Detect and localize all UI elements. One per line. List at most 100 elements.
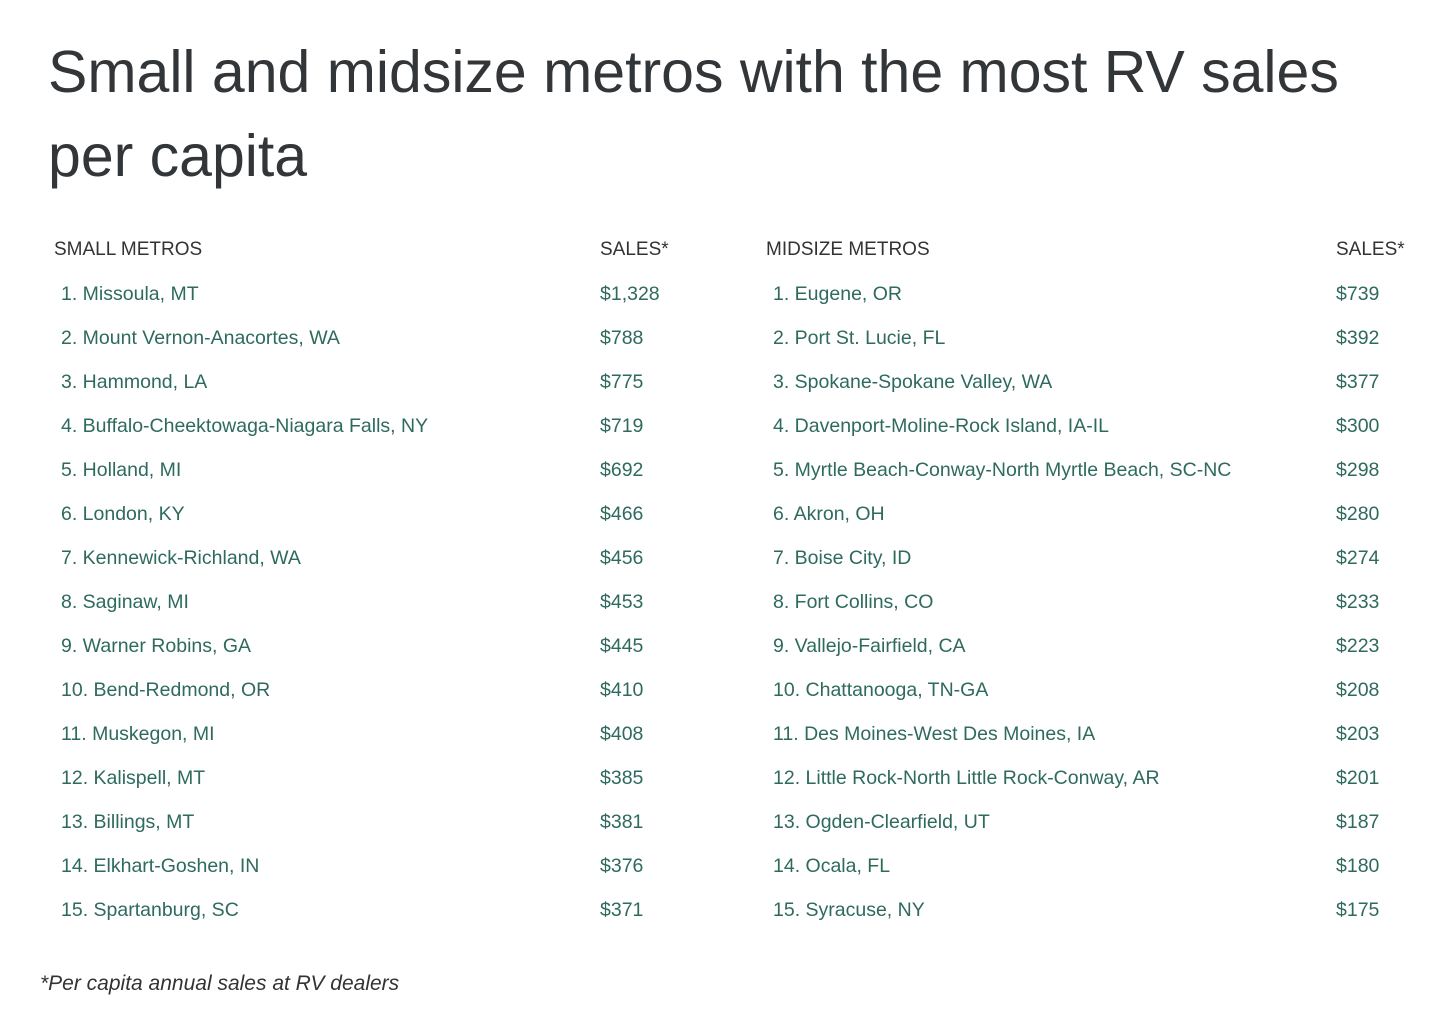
table-row: 8. Fort Collins, CO $233 [766,580,1446,624]
metro-sales: $180 [1336,855,1380,877]
table-row: 2. Mount Vernon-Anacortes, WA $788 [54,316,694,360]
table-row: 12. Little Rock-North Little Rock-Conway… [766,756,1446,800]
metro-sales: $385 [600,767,644,789]
table-row: 13. Billings, MT $381 [54,800,694,844]
small-metros-rows: 1. Missoula, MT $1,328 2. Mount Vernon-Ana… [54,272,694,932]
midsize-metros-sales-header: SALES* [1336,239,1405,260]
table-row: 7. Kennewick-Richland, WA $456 [54,536,694,580]
metro-sales: $371 [600,899,644,921]
metro-sales: $466 [600,503,644,525]
metro-sales: $274 [1336,547,1380,569]
table-row: 8. Saginaw, MI $453 [54,580,694,624]
metro-name: 1. Eugene, OR [773,283,902,305]
metro-sales: $381 [600,811,644,833]
table-row: 4. Davenport-Moline-Rock Island, IA-IL $3… [766,404,1446,448]
metro-sales: $376 [600,855,644,877]
table-row: 3. Spokane-Spokane Valley, WA $377 [766,360,1446,404]
metro-sales: $377 [1336,371,1380,393]
table-row: 9. Vallejo-Fairfield, CA $223 [766,624,1446,668]
table-row: 15. Spartanburg, SC $371 [54,888,694,932]
metro-name: 5. Holland, MI [61,459,182,481]
table-row: 3. Hammond, LA $775 [54,360,694,404]
table-row: 5. Holland, MI $692 [54,448,694,492]
metro-sales: $300 [1336,415,1380,437]
metro-name: 5. Myrtle Beach-Conway-North Myrtle Beac… [773,459,1232,481]
table-row: 10. Bend-Redmond, OR $410 [54,668,694,712]
metro-sales: $392 [1336,327,1380,349]
metro-name: 6. Akron, OH [773,503,885,525]
metro-name: 13. Billings, MT [61,811,195,833]
metro-name: 15. Spartanburg, SC [61,899,239,921]
metro-name: 8. Saginaw, MI [61,591,189,613]
table-row: 10. Chattanooga, TN-GA $208 [766,668,1446,712]
metro-sales: $410 [600,679,644,701]
metro-sales: $692 [600,459,644,481]
table-row: 5. Myrtle Beach-Conway-North Myrtle Beac… [766,448,1446,492]
metro-name: 11. Muskegon, MI [61,723,215,745]
metro-name: 14. Elkhart-Goshen, IN [61,855,260,877]
midsize-metros-header-label: MIDSIZE METROS [766,239,930,260]
metro-sales: $408 [600,723,644,745]
metro-name: 14. Ocala, FL [773,855,891,877]
table-row: 1. Missoula, MT $1,328 [54,272,694,316]
metro-sales: $175 [1336,899,1380,921]
metro-sales: $775 [600,371,644,393]
metro-name: 11. Des Moines-West Des Moines, IA [773,723,1096,745]
metro-sales: $208 [1336,679,1380,701]
metro-sales: $298 [1336,459,1380,481]
metro-name: 3. Spokane-Spokane Valley, WA [773,371,1053,393]
metro-sales: $280 [1336,503,1380,525]
table-row: 14. Ocala, FL $180 [766,844,1446,888]
metro-name: 8. Fort Collins, CO [773,591,934,613]
table-row: 4. Buffalo-Cheektowaga-Niagara Falls, NY… [54,404,694,448]
metro-name: 7. Boise City, ID [773,547,912,569]
metro-name: 10. Bend-Redmond, OR [61,679,271,701]
metro-name: 1. Missoula, MT [61,283,199,305]
metro-sales: $201 [1336,767,1380,789]
metro-name: 2. Port St. Lucie, FL [773,327,946,349]
table-row: 12. Kalispell, MT $385 [54,756,694,800]
table-row: 11. Des Moines-West Des Moines, IA $203 [766,712,1446,756]
metro-sales: $223 [1336,635,1380,657]
small-metros-header: SMALL METROS SALES* [54,228,694,272]
metro-sales: $788 [600,327,644,349]
metro-name: 4. Davenport-Moline-Rock Island, IA-IL [773,415,1109,437]
footnote: *Per capita annual sales at RV dealers [40,972,400,995]
metro-name: 2. Mount Vernon-Anacortes, WA [61,327,340,349]
metro-sales: $719 [600,415,644,437]
metro-sales: $445 [600,635,644,657]
small-metros-header-label: SMALL METROS [54,239,203,260]
metro-name: 6. London, KY [61,503,185,525]
table-row: 9. Warner Robins, GA $445 [54,624,694,668]
metro-sales: $187 [1336,811,1380,833]
metro-sales: $203 [1336,723,1380,745]
small-metros-table: SMALL METROS SALES* 1. Missoula, MT $1,32… [54,228,694,932]
midsize-metros-table: MIDSIZE METROS SALES* 1. Eugene, OR $739 2… [766,228,1446,932]
metro-sales: $233 [1336,591,1380,613]
table-row: 6. London, KY $466 [54,492,694,536]
page-title: Small and midsize metros with the most R… [48,39,1339,189]
table-row: 15. Syracuse, NY $175 [766,888,1446,932]
metro-name: 12. Kalispell, MT [61,767,206,789]
metro-name: 4. Buffalo-Cheektowaga-Niagara Falls, NY [61,415,429,437]
table-row: 13. Ogden-Clearfield, UT $187 [766,800,1446,844]
metro-sales: $1,328 [600,283,660,305]
table-row: 11. Muskegon, MI $408 [54,712,694,756]
metro-name: 12. Little Rock-North Little Rock-Conway… [773,767,1160,789]
metro-name: 13. Ogden-Clearfield, UT [773,811,990,833]
metro-name: 7. Kennewick-Richland, WA [61,547,301,569]
midsize-metros-header: MIDSIZE METROS SALES* [766,228,1446,272]
metro-name: 10. Chattanooga, TN-GA [773,679,989,701]
table-row: 6. Akron, OH $280 [766,492,1446,536]
table-row: 1. Eugene, OR $739 [766,272,1446,316]
table-row: 7. Boise City, ID $274 [766,536,1446,580]
metro-name: 15. Syracuse, NY [773,899,925,921]
table-row: 14. Elkhart-Goshen, IN $376 [54,844,694,888]
midsize-metros-rows: 1. Eugene, OR $739 2. Port St. Lucie, FL $3… [766,272,1446,932]
metro-name: 9. Vallejo-Fairfield, CA [773,635,966,657]
metro-name: 9. Warner Robins, GA [61,635,252,657]
metro-sales: $739 [1336,283,1380,305]
table-row: 2. Port St. Lucie, FL $392 [766,316,1446,360]
metro-name: 3. Hammond, LA [61,371,208,393]
small-metros-sales-header: SALES* [600,239,669,260]
